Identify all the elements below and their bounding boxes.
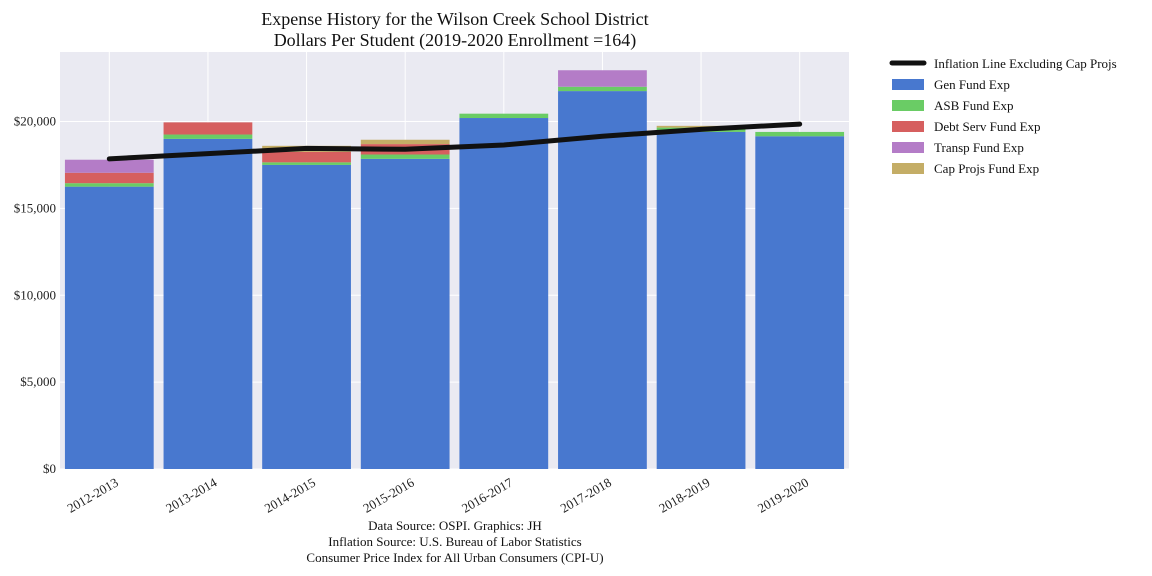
y-tick-label: $5,000 bbox=[20, 374, 56, 389]
bar-cap-projs-fund-exp-2018-2019 bbox=[656, 125, 746, 128]
footer-source-line: Data Source: OSPI. Graphics: JH bbox=[368, 518, 542, 533]
bar-asb-fund-exp-2013-2014 bbox=[163, 134, 253, 139]
y-tick-label: $20,000 bbox=[14, 114, 56, 129]
y-axis: $0 $5,000 $10,000 $15,000 $20,000 bbox=[14, 114, 56, 477]
y-tick-label: $15,000 bbox=[14, 200, 56, 215]
bar-gen-fund-exp-2013-2014 bbox=[163, 138, 253, 469]
bars bbox=[64, 70, 845, 470]
bar-gen-fund-exp-2015-2016 bbox=[360, 158, 450, 469]
inflation-line bbox=[106, 121, 803, 162]
x-tick-label: 2014-2015 bbox=[262, 475, 318, 516]
bar-debt-serv-fund-exp-2012-2013 bbox=[64, 172, 154, 184]
bar-asb-fund-exp-2016-2017 bbox=[459, 113, 549, 119]
inflation-line-layer bbox=[106, 121, 803, 162]
bar-asb-fund-exp-2012-2013 bbox=[64, 183, 154, 187]
legend-inflation-label: Inflation Line Excluding Cap Projs bbox=[934, 56, 1117, 71]
x-tick-label: 2013-2014 bbox=[163, 474, 220, 515]
bar-gen-fund-exp-2016-2017 bbox=[459, 118, 549, 470]
x-tick-label: 2016-2017 bbox=[459, 474, 516, 515]
bar-asb-fund-exp-2015-2016 bbox=[360, 154, 450, 159]
legend-label-1: ASB Fund Exp bbox=[934, 98, 1013, 113]
bar-gen-fund-exp-2019-2020 bbox=[755, 136, 845, 470]
y-tick-label: $10,000 bbox=[14, 287, 56, 302]
x-tick-label: 2017-2018 bbox=[558, 475, 614, 516]
legend-label-3: Transp Fund Exp bbox=[934, 140, 1024, 155]
bar-asb-fund-exp-2017-2018 bbox=[558, 86, 647, 92]
chart-title: Expense History for the Wilson Creek Sch… bbox=[261, 9, 648, 29]
legend-label-4: Cap Projs Fund Exp bbox=[934, 161, 1039, 176]
x-tick-label: 2015-2016 bbox=[360, 474, 417, 515]
bar-debt-serv-fund-exp-2013-2014 bbox=[163, 122, 253, 135]
bar-asb-fund-exp-2014-2015 bbox=[262, 162, 351, 165]
legend-swatch-2 bbox=[892, 121, 924, 132]
legend-swatch-4 bbox=[892, 163, 924, 174]
legend-swatch-0 bbox=[892, 79, 924, 90]
chart-subtitle: Dollars Per Student (2019-2020 Enrollmen… bbox=[274, 30, 637, 51]
bar-transp-fund-exp-2012-2013 bbox=[64, 159, 154, 173]
legend: Inflation Line Excluding Cap Projs Gen Fu… bbox=[889, 56, 1117, 176]
legend-label-0: Gen Fund Exp bbox=[934, 77, 1010, 92]
legend-swatch-3 bbox=[892, 142, 924, 153]
bar-gen-fund-exp-2018-2019 bbox=[656, 131, 746, 470]
legend-swatch-1 bbox=[892, 100, 924, 111]
bar-gen-fund-exp-2017-2018 bbox=[558, 91, 647, 469]
x-axis: 2012-2013 2013-2014 2014-2015 2015-2016 2016… bbox=[65, 474, 812, 515]
bar-debt-serv-fund-exp-2014-2015 bbox=[262, 151, 351, 163]
x-tick-label: 2018-2019 bbox=[656, 475, 712, 516]
y-tick-label: $0 bbox=[43, 461, 56, 476]
bar-gen-fund-exp-2012-2013 bbox=[64, 186, 154, 469]
footer-cpi-line: Consumer Price Index for All Urban Consu… bbox=[306, 550, 603, 565]
bar-asb-fund-exp-2019-2020 bbox=[755, 131, 845, 137]
bar-transp-fund-exp-2017-2018 bbox=[558, 70, 647, 87]
bar-gen-fund-exp-2014-2015 bbox=[262, 164, 351, 469]
x-tick-label: 2019-2020 bbox=[755, 475, 811, 516]
legend-label-2: Debt Serv Fund Exp bbox=[934, 119, 1041, 134]
x-tick-label: 2012-2013 bbox=[65, 475, 121, 516]
footer-inflation-line: Inflation Source: U.S. Bureau of Labor S… bbox=[328, 534, 581, 549]
bar-cap-projs-fund-exp-2015-2016 bbox=[360, 139, 450, 145]
